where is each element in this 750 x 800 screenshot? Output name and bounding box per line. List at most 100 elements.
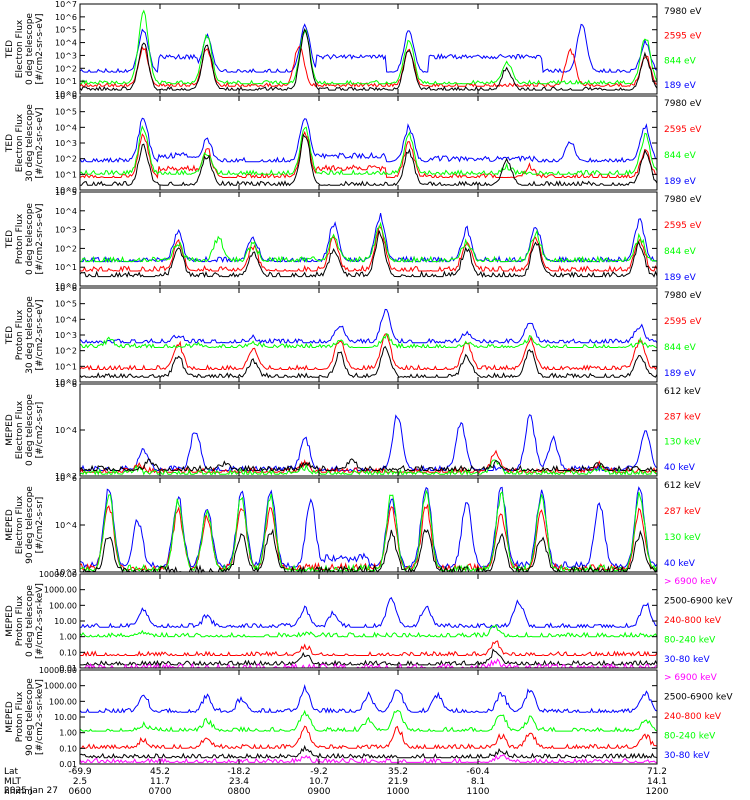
trace-p5-1 xyxy=(79,449,658,474)
ytick-label-p8-1: 0.10 xyxy=(59,744,77,753)
ylabel-p7-0: MEPED xyxy=(5,605,15,637)
legend-p4-2: 844 eV xyxy=(664,343,697,353)
panel-p5: 10^2 10^4 10^6 MEPED Electron Flux 0 deg tele… xyxy=(5,380,701,481)
ylabel-p6-1: Electron Flux xyxy=(15,495,25,554)
ytick-label-p5-2: 10^6 xyxy=(55,380,77,389)
x-row-label-0: Lat xyxy=(4,767,19,777)
trace-p2-3 xyxy=(80,133,658,187)
legend-p8-4: 30-80 keV xyxy=(664,751,710,761)
ytick-label-p2-3: 10^3 xyxy=(55,139,77,148)
legend-p2-2: 844 eV xyxy=(664,151,697,161)
legend-p5-1: 287 keV xyxy=(664,412,701,422)
ytick-label-p2-5: 10^5 xyxy=(55,108,77,117)
trace-p5-3 xyxy=(79,458,658,472)
ylabel-p1-1: Electron Flux xyxy=(15,19,25,78)
trace-p4-2 xyxy=(79,333,658,349)
ytick-label-p4-0: 10^0 xyxy=(55,378,77,387)
ytick-label-p7-0: 0.01 xyxy=(59,664,77,673)
legend-p6-0: 612 keV xyxy=(664,481,701,491)
legend-p4-0: 7980 eV xyxy=(664,291,702,301)
ylabel-p7-2: 0 deg telescope xyxy=(25,585,35,657)
ylabel-p7-3: [#/cm2-s-sr-keV] xyxy=(35,583,45,659)
trace-p6-0 xyxy=(79,486,658,570)
ylabel-p4-3: [#/cm2-sr-s-eV] xyxy=(35,300,45,371)
ytick-label-p4-1: 10^1 xyxy=(55,362,77,371)
x-tick-mlt-4: 21.9 xyxy=(388,777,408,787)
ytick-label-p1-2: 10^2 xyxy=(55,64,77,73)
x-tick-hhmm-0: 0600 xyxy=(69,787,92,797)
trace-p5-0 xyxy=(79,414,658,473)
trace-p8-2 xyxy=(80,725,658,750)
ylabel-p2-3: [#/cm2-sr-s-eV] xyxy=(35,108,45,179)
ytick-label-p2-1: 10^1 xyxy=(55,170,77,179)
ylabel-p6-3: [#/cm2-s-sr] xyxy=(35,497,45,554)
ytick-label-p3-0: 10^0 xyxy=(55,282,77,291)
ylabel-p4-2: 30 deg telescope xyxy=(25,296,35,374)
ytick-label-p2-4: 10^4 xyxy=(55,123,77,132)
trace-p2-1 xyxy=(79,130,658,179)
trace-p1-2 xyxy=(80,9,658,85)
panel-p1: 10^0 10^1 10^2 10^3 10^4 10^5 10^6 10^7 TED Elect… xyxy=(5,0,702,99)
ylabel-p8-2: 90 deg telescope xyxy=(25,678,35,756)
panel-p6: 10^2 10^4 10^6 MEPED Electron Flux 90 deg tel… xyxy=(5,474,701,577)
legend-p8-3: 80-240 keV xyxy=(664,732,716,742)
trace-p1-0 xyxy=(79,23,658,74)
ylabel-p4-0: TED xyxy=(5,326,15,345)
ytick-label-p8-4: 100.00 xyxy=(49,697,77,706)
trace-p4-0 xyxy=(79,308,658,345)
ytick-label-p4-5: 10^5 xyxy=(55,300,77,309)
trace-p6-2 xyxy=(79,489,658,573)
ytick-label-p3-1: 10^1 xyxy=(55,263,77,272)
ylabel-p6-0: MEPED xyxy=(5,509,15,541)
trace-p8-1 xyxy=(79,709,658,733)
x-tick-hhmm-4: 1000 xyxy=(387,787,410,797)
x-tick-mlt-3: 10.7 xyxy=(309,777,329,787)
trace-p8-3 xyxy=(79,744,658,759)
legend-p7-1: 2500-6900 keV xyxy=(664,597,733,607)
ytick-label-p7-1: 0.10 xyxy=(59,648,77,657)
trace-p7-2 xyxy=(80,640,658,657)
ylabel-p5-2: 0 deg telescope xyxy=(25,394,35,466)
trace-p2-2 xyxy=(79,125,658,176)
ylabel-p3-2: 0 deg telescope xyxy=(25,203,35,275)
ylabel-p1-0: TED xyxy=(5,40,15,59)
x-tick-lat-5: -60.4 xyxy=(466,767,490,777)
panel-p2: 10^0 10^1 10^2 10^3 10^4 10^5 10^6 TED Electron … xyxy=(5,92,702,195)
legend-p7-0: > 6900 keV xyxy=(664,577,718,587)
axes-frame-p1 xyxy=(79,3,658,95)
axes-frame-p3 xyxy=(79,191,658,287)
ylabel-p8-0: MEPED xyxy=(5,701,15,733)
x-tick-hhmm-2: 0800 xyxy=(228,787,251,797)
panel-p4: 10^0 10^1 10^2 10^3 10^4 10^5 10^6 TED Proton Fl… xyxy=(5,284,702,387)
ytick-label-p3-2: 10^2 xyxy=(55,244,77,253)
legend-p5-3: 40 keV xyxy=(664,463,696,473)
legend-p4-1: 2595 eV xyxy=(664,317,702,327)
trace-p7-1 xyxy=(79,624,658,638)
ylabel-p3-0: TED xyxy=(5,230,15,249)
ytick-label-p1-6: 10^6 xyxy=(55,13,77,22)
ytick-label-p6-1: 10^4 xyxy=(55,521,77,530)
ylabel-p6-2: 90 deg telescope xyxy=(25,486,35,564)
ytick-label-p3-4: 10^4 xyxy=(55,207,77,216)
panel-p3: 10^0 10^1 10^2 10^3 10^4 10^5 TED Proton Flux 0 … xyxy=(5,188,702,291)
trace-p7-0 xyxy=(80,596,658,629)
legend-p4-3: 189 eV xyxy=(664,369,697,379)
legend-p8-1: 2500-6900 keV xyxy=(664,693,733,703)
ytick-label-p8-3: 10.00 xyxy=(54,713,77,722)
ytick-label-p1-4: 10^4 xyxy=(55,39,77,48)
legend-p1-2: 844 eV xyxy=(664,56,697,66)
legend-p3-3: 189 eV xyxy=(664,273,697,283)
trace-p7-3 xyxy=(80,648,658,667)
ylabel-p3-1: Proton Flux xyxy=(15,213,25,264)
ytick-label-p8-5: 1000.00 xyxy=(44,682,77,691)
ytick-label-p4-3: 10^3 xyxy=(55,331,77,340)
x-tick-lat-1: 45.2 xyxy=(150,767,170,777)
ytick-label-p2-6: 10^6 xyxy=(55,92,77,101)
ylabel-p5-0: MEPED xyxy=(5,414,15,446)
ytick-label-p8-2: 1.00 xyxy=(59,729,77,738)
ylabel-p5-1: Electron Flux xyxy=(15,400,25,459)
x-tick-hhmm-1: 0700 xyxy=(149,787,172,797)
trace-p6-1 xyxy=(79,503,658,572)
x-tick-mlt-2: 23.4 xyxy=(229,777,249,787)
axes-frame-p5 xyxy=(79,383,658,477)
